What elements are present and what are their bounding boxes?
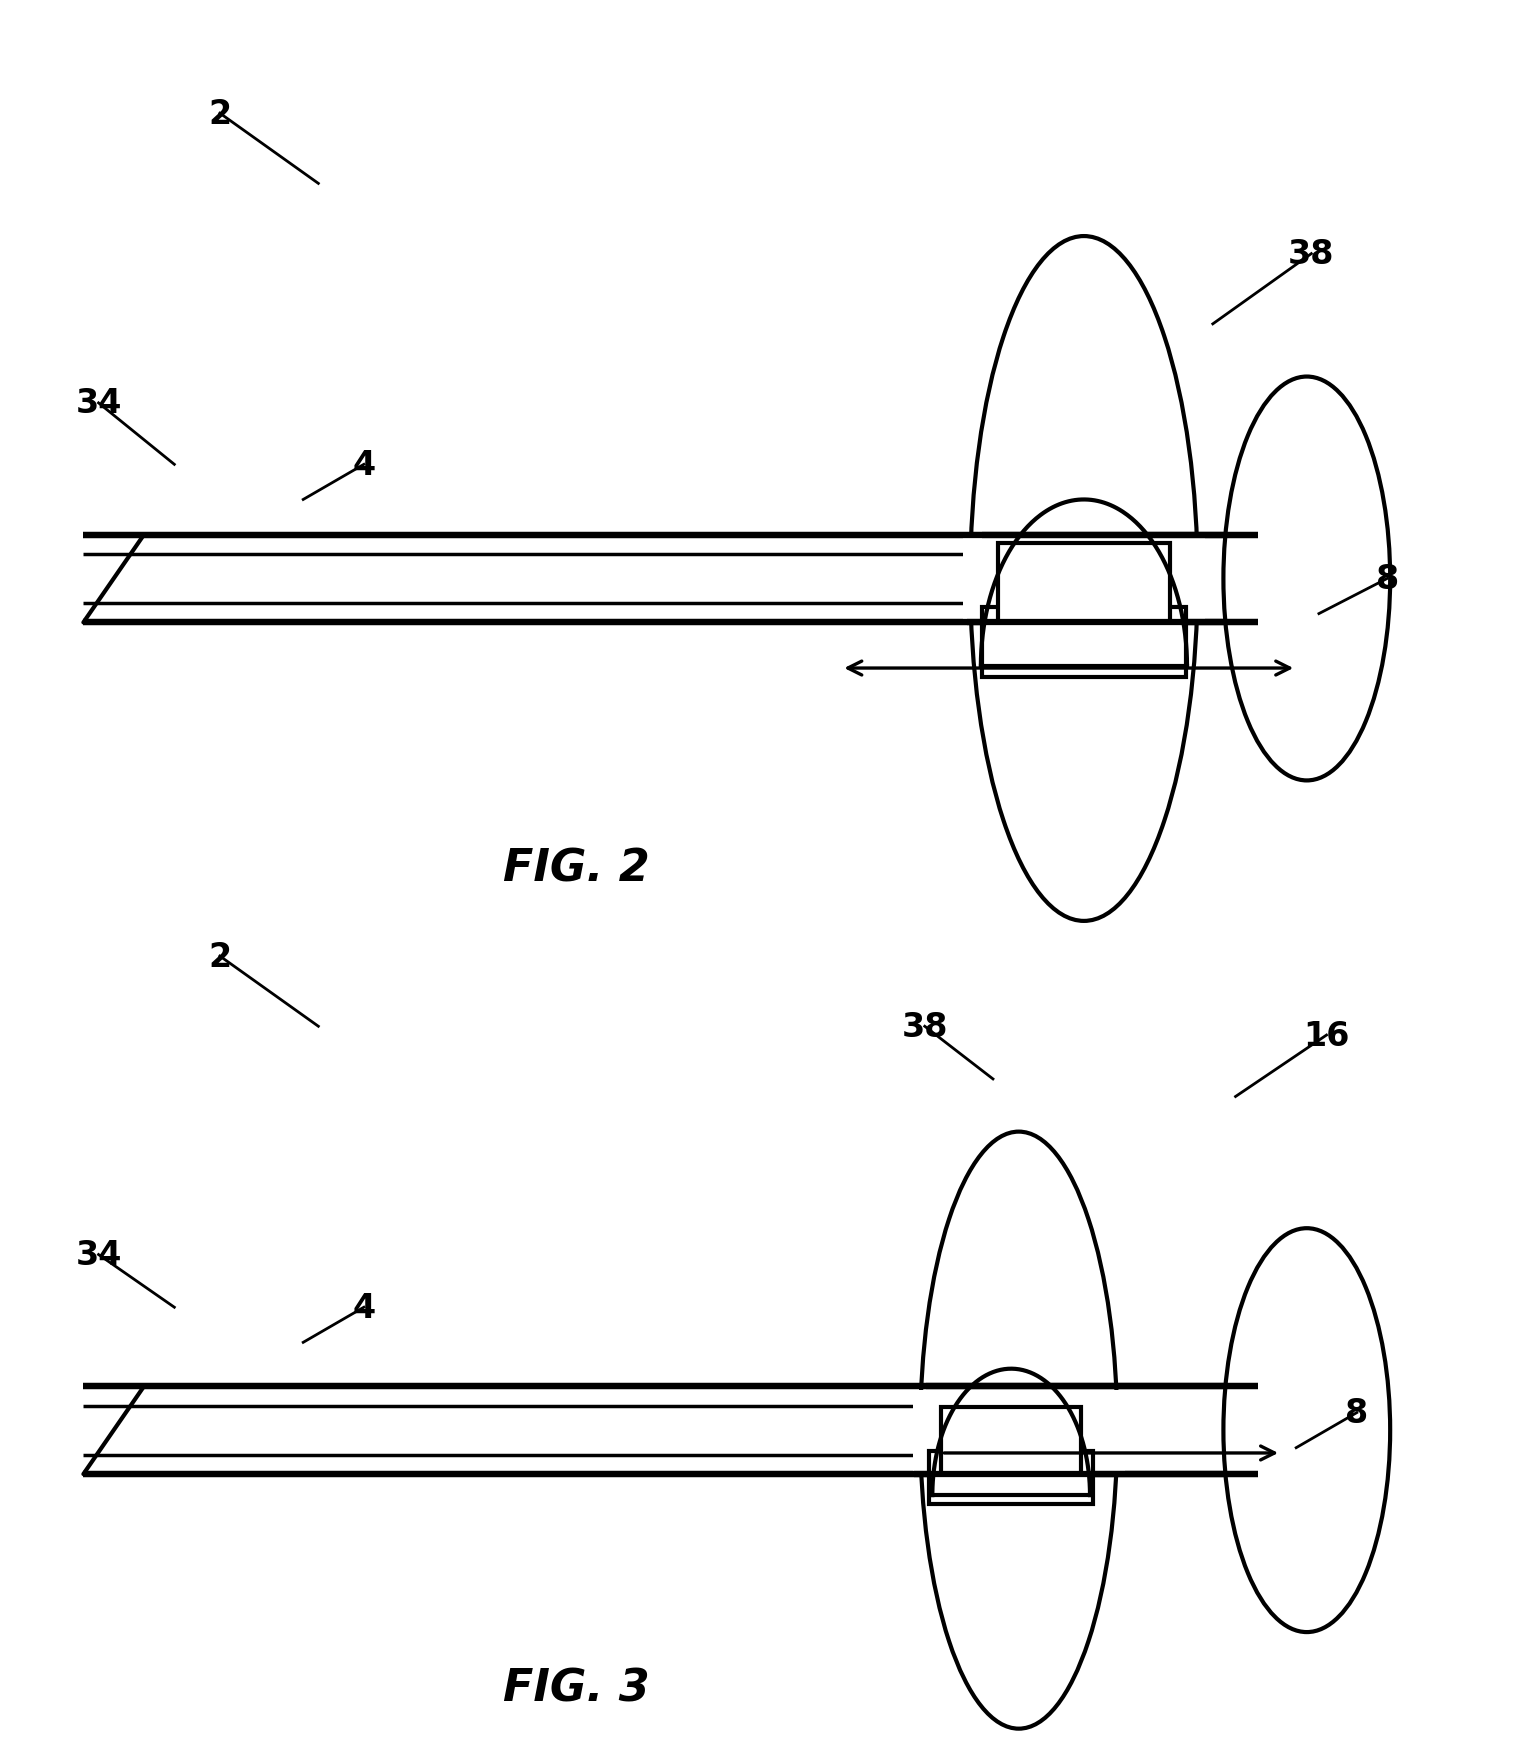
Text: FIG. 3: FIG. 3 bbox=[503, 1667, 649, 1709]
Text: 38: 38 bbox=[1289, 239, 1334, 270]
Ellipse shape bbox=[1223, 1228, 1390, 1632]
Bar bbox=[929, 1451, 1093, 1504]
Ellipse shape bbox=[920, 1132, 1117, 1729]
Ellipse shape bbox=[1223, 377, 1390, 781]
Text: FIG. 2: FIG. 2 bbox=[503, 848, 649, 890]
Text: 34: 34 bbox=[76, 388, 121, 419]
Bar bbox=[982, 607, 1186, 677]
Bar bbox=[913, 1390, 1125, 1471]
Text: 4: 4 bbox=[352, 449, 376, 481]
Bar bbox=[963, 539, 1205, 620]
Text: 8: 8 bbox=[1345, 1397, 1369, 1429]
Text: 34: 34 bbox=[76, 1239, 121, 1271]
Text: 2: 2 bbox=[208, 941, 232, 972]
Text: 4: 4 bbox=[352, 1292, 376, 1323]
Text: 2: 2 bbox=[208, 98, 232, 130]
Text: 16: 16 bbox=[1304, 1020, 1349, 1051]
Text: 8: 8 bbox=[1375, 563, 1399, 595]
Ellipse shape bbox=[970, 237, 1198, 921]
Text: 38: 38 bbox=[902, 1011, 948, 1042]
Bar bbox=[941, 1408, 1081, 1474]
Bar bbox=[998, 544, 1170, 623]
